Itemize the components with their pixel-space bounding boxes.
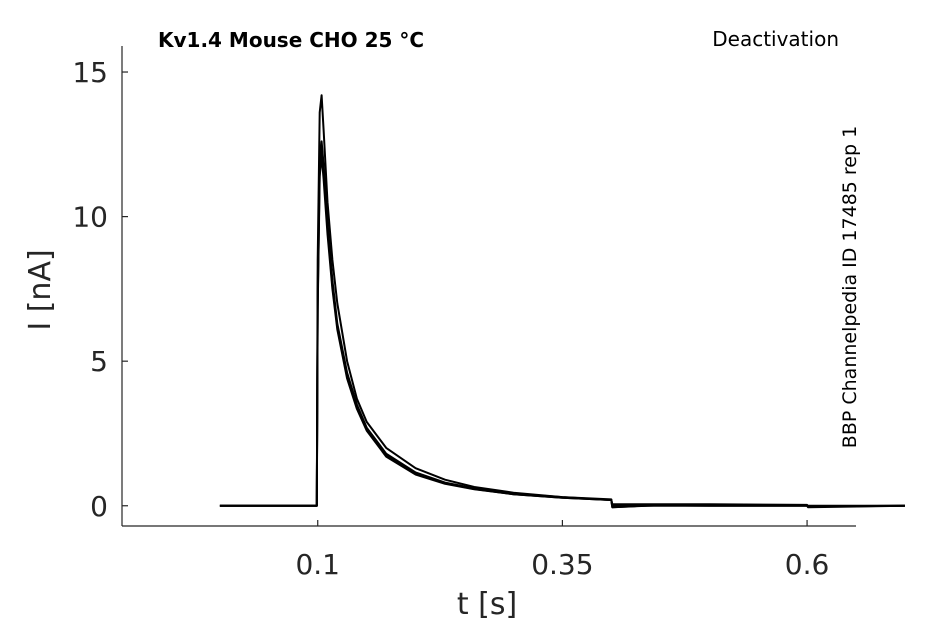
- x-tick-label: 0.6: [785, 548, 830, 581]
- trace-line-4: [219, 154, 905, 509]
- axes: [121, 46, 856, 527]
- x-tick-label: 0.1: [295, 548, 340, 581]
- trace-line-2: [219, 140, 905, 509]
- x-tick-label: 0.35: [531, 548, 593, 581]
- y-ticks: 0 5 10 15: [72, 56, 128, 523]
- protocol-annotation: Deactivation: [712, 27, 839, 51]
- x-ticks: 0.1 0.35 0.6: [295, 520, 829, 581]
- series-lines: [219, 94, 905, 509]
- y-tick-label: 10: [72, 201, 108, 234]
- x-axis-label: t [s]: [457, 587, 517, 622]
- y-tick-label: 5: [90, 345, 108, 378]
- y-axis-label: I [nA]: [23, 249, 58, 330]
- y-tick-label: 0: [90, 490, 108, 523]
- chart-title: Kv1.4 Mouse CHO 25 °C: [158, 28, 424, 52]
- y-tick-label: 15: [72, 56, 108, 89]
- trace-line-3: [219, 149, 905, 509]
- side-label: BBP Channelpedia ID 17485 rep 1: [839, 126, 861, 448]
